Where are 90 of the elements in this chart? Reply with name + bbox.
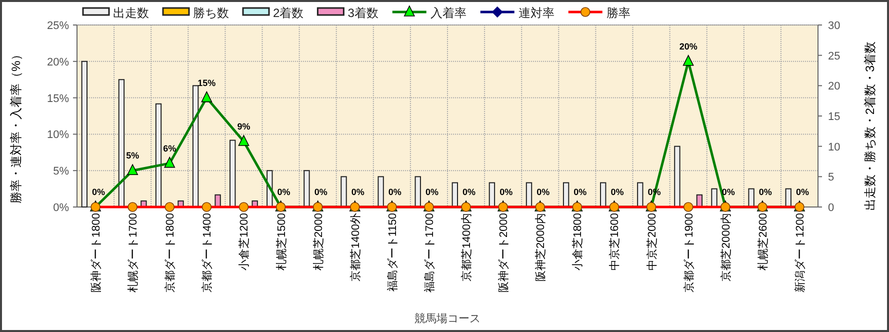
x-tick-label: 中京芝2000 [645, 213, 658, 270]
data-label: 0% [277, 187, 290, 197]
legend-label: 入着率 [430, 6, 466, 20]
y2-tick-label: 15 [828, 111, 840, 123]
bar [378, 176, 384, 208]
x-tick-label: 京都ダート1800 [164, 213, 177, 292]
y-tick-label: 5% [53, 166, 70, 178]
bar [340, 176, 347, 208]
x-tick-label: 阪神ダート1800 [90, 213, 103, 292]
x-tick-label: 福島ダート1150 [386, 213, 399, 292]
data-label: 0% [425, 187, 438, 197]
x-tick-label: 福島ダート1700 [422, 213, 436, 292]
data-label: 0% [536, 187, 550, 197]
point [238, 135, 250, 146]
bar [600, 182, 606, 208]
data-label: 0% [796, 187, 809, 197]
x-tick-label: 京都芝2000内 [719, 213, 732, 282]
data-label: 0% [462, 187, 476, 197]
data-label: 9% [237, 121, 250, 132]
y2-tick-label: 25 [828, 50, 840, 62]
bar [155, 103, 162, 208]
x-tick-label: 札幌芝1500 [274, 213, 288, 270]
x-tick-label: 札幌芝2000 [312, 213, 325, 270]
y-tick-label: 20% [46, 56, 70, 68]
bar [488, 182, 496, 208]
data-label: 15% [198, 78, 216, 88]
x-tick-label: 京都ダート1900 [682, 213, 696, 292]
x-tick-label: 中京芝1600 [608, 213, 622, 270]
point [238, 202, 249, 212]
bar [192, 85, 199, 208]
data-label: 6% [163, 143, 176, 154]
data-label: 0% [758, 187, 772, 197]
data-label: 0% [610, 187, 624, 197]
data-label: 0% [351, 187, 364, 197]
data-label: 5% [126, 150, 140, 161]
x-axis-title: 競馬場コース [414, 312, 480, 325]
point [682, 55, 694, 66]
bar [711, 188, 718, 208]
bar [452, 182, 458, 208]
y2-tick-label: 10 [828, 141, 840, 154]
bar [230, 140, 236, 208]
y2-tick-label: 20 [828, 80, 840, 93]
bar [414, 176, 421, 208]
data-label: 20% [679, 41, 698, 52]
y-tick-label: 10% [46, 129, 70, 142]
y-tick-label: 0% [53, 202, 70, 214]
bar [748, 188, 754, 208]
point [127, 164, 138, 175]
point [201, 91, 212, 102]
point [128, 202, 138, 212]
y-tick-label: 15% [46, 92, 70, 105]
bar [526, 182, 532, 208]
bar [214, 194, 221, 208]
data-label: 0% [388, 187, 402, 197]
legend-label: 3着数 [348, 6, 378, 20]
y2-tick-label: 5 [828, 172, 834, 184]
bar [304, 170, 310, 208]
x-tick-label: 新潟ダート1200 [793, 213, 806, 292]
bar [562, 182, 570, 208]
x-tick-label: 札幌ダート1700 [126, 213, 140, 292]
point [683, 202, 694, 212]
legend-label: 勝率 [606, 6, 630, 20]
legend-label: 連対率 [518, 6, 554, 20]
bar [637, 182, 644, 208]
data-label: 0% [500, 187, 513, 197]
x-tick-label: 札幌芝2600 [756, 213, 770, 270]
x-tick-label: 京都芝1400外 [348, 213, 362, 282]
bar [81, 60, 88, 208]
x-tick-label: 小倉芝1800 [571, 213, 584, 270]
legend-label: 出走数 [113, 6, 149, 20]
x-tick-label: 小倉芝1200 [238, 213, 251, 270]
bar [674, 146, 680, 208]
legend-label: 2着数 [273, 6, 304, 20]
y2-tick-label: 0 [828, 202, 834, 214]
x-tick-label: 京都芝1400内 [460, 213, 474, 282]
bar [118, 79, 125, 208]
y2-tick-label: 30 [828, 20, 840, 32]
legend-label: 勝ち数 [193, 6, 229, 20]
x-tick-label: 京都ダート1400 [200, 213, 214, 292]
y2-axis-title: 出走数・勝ち数・2着数・3着数 [863, 41, 877, 211]
point [164, 156, 176, 168]
y-axis-title: 勝率・連対率・入着率（%） [9, 48, 23, 204]
point [202, 202, 212, 212]
data-label: 0% [574, 187, 587, 197]
x-tick-label: 阪神芝2000内 [534, 213, 548, 282]
x-tick-label: 阪神ダート2000 [497, 213, 510, 292]
data-label: 0% [92, 187, 106, 197]
y-tick-label: 25% [46, 20, 70, 32]
point [164, 202, 175, 212]
data-label: 0% [314, 187, 328, 197]
